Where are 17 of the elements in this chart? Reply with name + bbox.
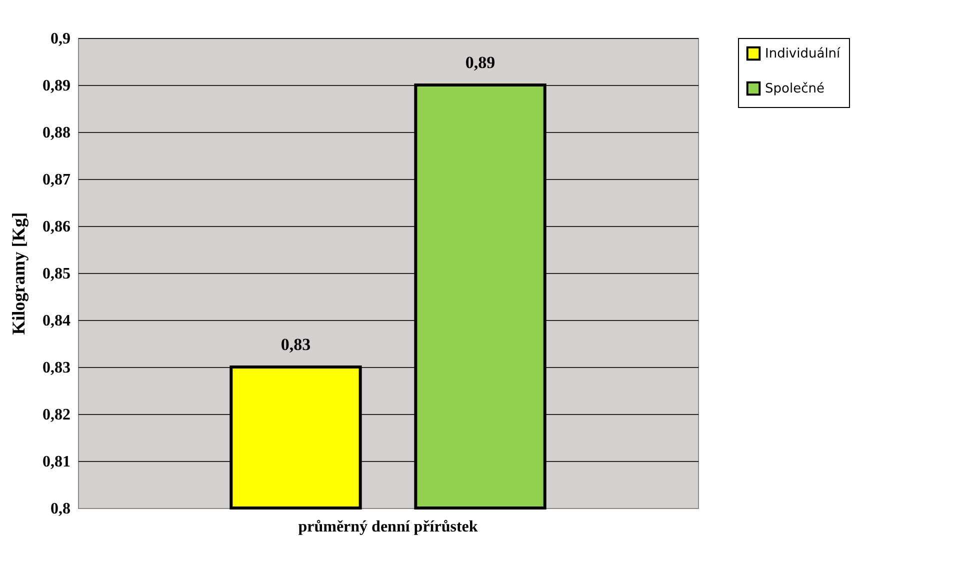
data-label: 0,89: [465, 53, 496, 72]
y-tick-label: 0,8: [50, 500, 70, 518]
y-tick-label: 0,82: [42, 406, 70, 424]
y-tick-label: 0,85: [42, 266, 70, 282]
x-tick-label: průměrný denní přírůstek: [298, 518, 478, 536]
y-tick-label: 0,87: [42, 172, 70, 188]
y-axis-title: Kilogramy [Kg]: [8, 212, 28, 335]
legend-label: Individuální: [765, 46, 841, 62]
data-label: 0,83: [280, 335, 311, 354]
y-tick-label: 0,81: [42, 454, 70, 470]
y-tick-label: 0,9: [50, 30, 70, 48]
y-tick-label: 0,84: [42, 312, 70, 330]
legend-label: Společné: [765, 82, 824, 96]
y-tick-label: 0,83: [42, 360, 70, 376]
y-tick-label: 0,89: [42, 78, 70, 94]
y-tick-label: 0,86: [42, 218, 70, 236]
y-tick-label: 0,88: [42, 124, 70, 142]
